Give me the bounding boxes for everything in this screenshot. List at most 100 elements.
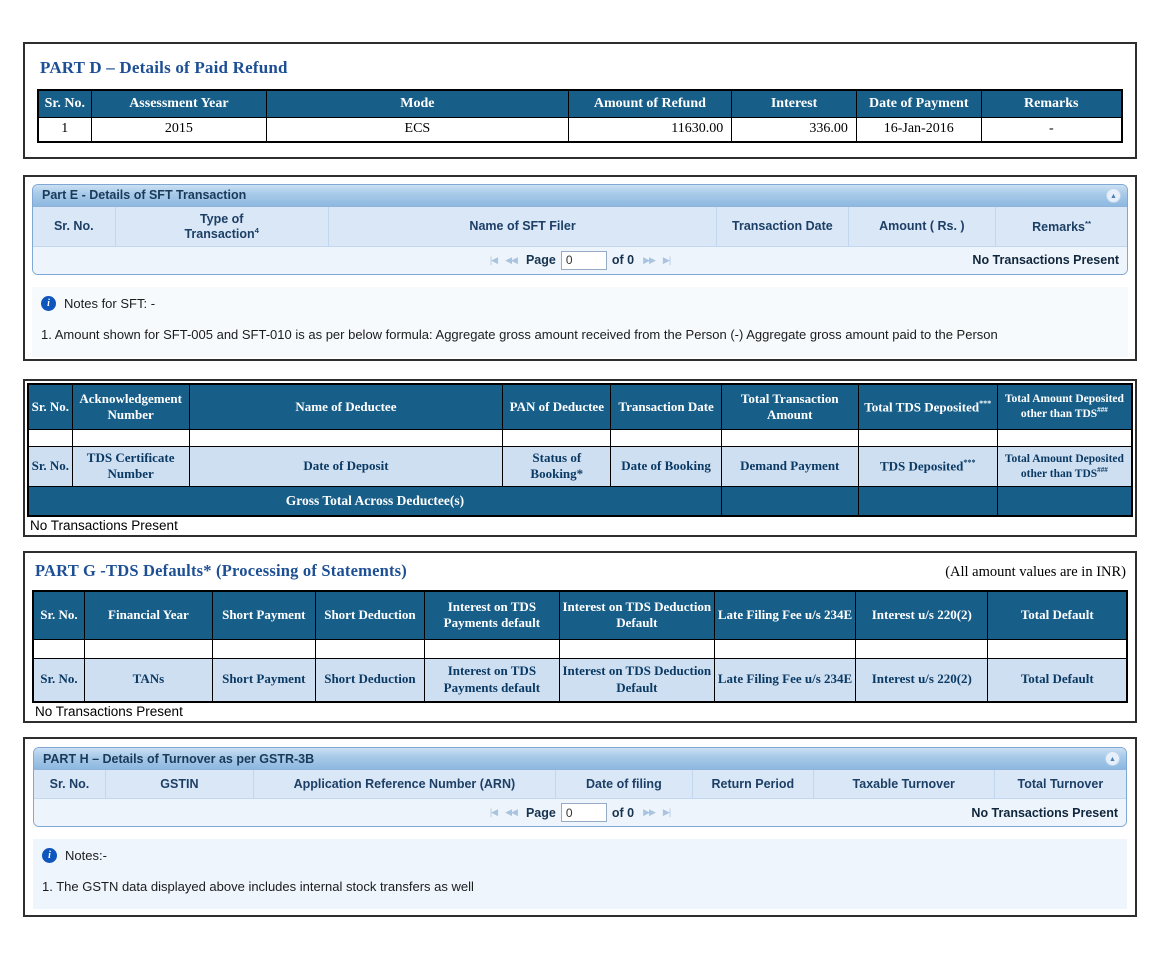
column-header-total-default: Total Default xyxy=(987,590,1128,640)
part-h-panel-header: PART H – Details of Turnover as per GSTR… xyxy=(34,748,1126,771)
column-header-sr-no: Sr. No. xyxy=(27,446,73,487)
column-header-status-of-booking: Status of Booking* xyxy=(502,446,612,487)
part-e-header-row: Sr. No. Type of Transaction4 Name of SFT… xyxy=(33,206,1127,247)
info-icon: i xyxy=(42,848,57,864)
next-page-icon[interactable]: ▶▶ xyxy=(643,254,656,265)
page-of-label: of 0 xyxy=(611,253,635,268)
column-header-sr-no: Sr. No. xyxy=(32,657,85,703)
table-row: 1 2015 ECS 11630.00 336.00 16-Jan-2016 - xyxy=(37,117,1123,142)
part-e-title: Part E - Details of SFT Transaction xyxy=(42,188,247,202)
sft-note-1: 1. Amount shown for SFT-005 and SFT-010 … xyxy=(41,326,998,342)
column-header-transaction-date: Transaction Date xyxy=(610,383,722,431)
tds-section: Sr. No. Acknowledgement Number Name of D… xyxy=(23,378,1137,538)
no-transactions-status: No Transactions Present xyxy=(972,253,1119,268)
cell-sr-no: 1 xyxy=(37,117,92,142)
column-header-sr-no: Sr. No. xyxy=(32,590,85,640)
part-g-table: Sr. No. Financial Year Short Payment Sho… xyxy=(32,590,1128,704)
page-input[interactable] xyxy=(560,250,607,270)
part-d-table: Sr. No. Assessment Year Mode Amount of R… xyxy=(37,89,1123,143)
part-e-panel: Part E - Details of SFT Transaction ▲ Sr… xyxy=(32,183,1128,275)
prev-page-icon[interactable]: ◀◀ xyxy=(505,807,518,818)
column-header-financial-year: Financial Year xyxy=(83,590,213,640)
column-header-remarks: Remarks xyxy=(980,89,1123,118)
last-page-icon[interactable]: ▶| xyxy=(662,807,671,818)
header-line-2: Transaction4 xyxy=(184,225,259,241)
column-header-date-of-payment: Date of Payment xyxy=(855,89,982,118)
column-header-interest-220-2: Interest u/s 220(2) xyxy=(855,590,989,640)
empty-cell xyxy=(996,485,1133,517)
first-page-icon[interactable]: |◀ xyxy=(489,807,498,818)
column-header-late-filing-fee: Late Filing Fee u/s 234E xyxy=(713,590,857,640)
column-header-sr-no: Sr. No. xyxy=(27,383,73,431)
part-d-title: PART D – Details of Paid Refund xyxy=(40,58,288,77)
part-e-panel-header: Part E - Details of SFT Transaction ▲ xyxy=(33,184,1127,207)
column-header-name-of-sft-filer: Name of SFT Filer xyxy=(328,206,718,247)
cell-assessment-year: 2015 xyxy=(90,117,268,142)
gstn-notes: i Notes:- 1. The GSTN data displayed abo… xyxy=(33,839,1127,910)
column-header-tans: TANs xyxy=(83,657,213,703)
next-page-icon[interactable]: ▶▶ xyxy=(643,807,656,818)
column-header-total-amount-other-than-tds: Total Amount Deposited other than TDS### xyxy=(996,446,1133,487)
column-header-short-payment: Short Payment xyxy=(211,657,316,703)
part-d-header-row: Sr. No. Assessment Year Mode Amount of R… xyxy=(37,89,1123,118)
part-g-title: PART G -TDS Defaults* (Processing of Sta… xyxy=(35,561,407,581)
tds-sub-header-row: Sr. No. TDS Certificate Number Date of D… xyxy=(27,446,1133,487)
column-header-date-of-deposit: Date of Deposit xyxy=(188,446,504,487)
collapse-icon[interactable]: ▲ xyxy=(1105,751,1120,767)
prev-page-icon[interactable]: ◀◀ xyxy=(505,254,518,265)
column-header-interest-220-2: Interest u/s 220(2) xyxy=(855,657,989,703)
cell-amount-of-refund: 11630.00 xyxy=(567,117,733,142)
column-header-interest: Interest xyxy=(731,89,857,118)
gross-total-label: Gross Total Across Deductee(s) xyxy=(27,485,722,517)
column-header-tds-certificate-number: TDS Certificate Number xyxy=(71,446,190,487)
column-header-interest-tds-deduction: Interest on TDS Deduction Default xyxy=(558,590,716,640)
page-label: Page xyxy=(525,805,556,820)
empty-row xyxy=(27,429,1133,448)
column-header-mode: Mode xyxy=(266,89,569,118)
page-input[interactable] xyxy=(560,803,607,823)
column-header-interest-tds-deduction: Interest on TDS Deduction Default xyxy=(558,657,716,703)
column-header-tds-deposited: TDS Deposited*** xyxy=(857,446,998,487)
collapse-icon[interactable]: ▲ xyxy=(1106,187,1121,203)
gstn-notes-title: Notes:- xyxy=(65,848,107,864)
column-header-remarks: Remarks** xyxy=(995,206,1127,247)
part-g-sub-header-row: Sr. No. TANs Short Payment Short Deducti… xyxy=(32,657,1128,703)
empty-row xyxy=(32,638,1128,659)
tds-table: Sr. No. Acknowledgement Number Name of D… xyxy=(27,382,1133,518)
last-page-icon[interactable]: ▶| xyxy=(662,254,671,265)
cell-mode: ECS xyxy=(266,117,569,142)
column-header-sr-no: Sr. No. xyxy=(34,770,106,800)
column-header-interest-tds-payments: Interest on TDS Payments default xyxy=(424,590,560,640)
column-header-date-of-booking: Date of Booking xyxy=(610,446,722,487)
gross-total-row: Gross Total Across Deductee(s) xyxy=(27,485,1133,517)
column-header-short-deduction: Short Deduction xyxy=(314,657,426,703)
column-header-late-filing-fee: Late Filing Fee u/s 234E xyxy=(713,657,857,703)
sft-notes: i Notes for SFT: - 1. Amount shown for S… xyxy=(32,286,1128,357)
pagination-bar: |◀ ◀◀ Page of 0 ▶▶ ▶| No Transactions Pr… xyxy=(34,799,1126,827)
column-header-sr-no: Sr. No. xyxy=(33,206,116,247)
info-icon: i xyxy=(41,295,56,311)
part-e-table: Sr. No. Type of Transaction4 Name of SFT… xyxy=(33,206,1127,247)
column-header-transaction-date: Transaction Date xyxy=(716,206,849,247)
sft-notes-title: Notes for SFT: - xyxy=(64,295,156,311)
column-header-total-default: Total Default xyxy=(987,657,1128,703)
tds-header-row: Sr. No. Acknowledgement Number Name of D… xyxy=(27,383,1133,431)
page-of-label: of 0 xyxy=(611,805,635,820)
cell-date-of-payment: 16-Jan-2016 xyxy=(855,117,982,142)
column-header-type-of-transaction: Type of Transaction4 xyxy=(115,206,329,247)
cell-interest: 336.00 xyxy=(731,117,857,142)
column-header-amount-of-refund: Amount of Refund xyxy=(567,89,733,118)
part-d-section: PART D – Details of Paid Refund Sr. No. … xyxy=(23,42,1137,159)
column-header-demand-payment: Demand Payment xyxy=(720,446,859,487)
column-header-sr-no: Sr. No. xyxy=(37,89,92,118)
column-header-gstin: GSTIN xyxy=(105,770,254,800)
cell-remarks: - xyxy=(980,117,1123,142)
column-header-total-turnover: Total Turnover xyxy=(994,770,1126,800)
first-page-icon[interactable]: |◀ xyxy=(489,254,498,265)
empty-cell xyxy=(27,429,73,448)
part-h-table: Sr. No. GSTIN Application Reference Numb… xyxy=(34,770,1126,800)
column-header-name-of-deductee: Name of Deductee xyxy=(188,383,504,431)
part-g-section: PART G -TDS Defaults* (Processing of Sta… xyxy=(23,551,1137,724)
empty-cell xyxy=(720,485,859,517)
column-header-taxable-turnover: Taxable Turnover xyxy=(813,770,995,800)
